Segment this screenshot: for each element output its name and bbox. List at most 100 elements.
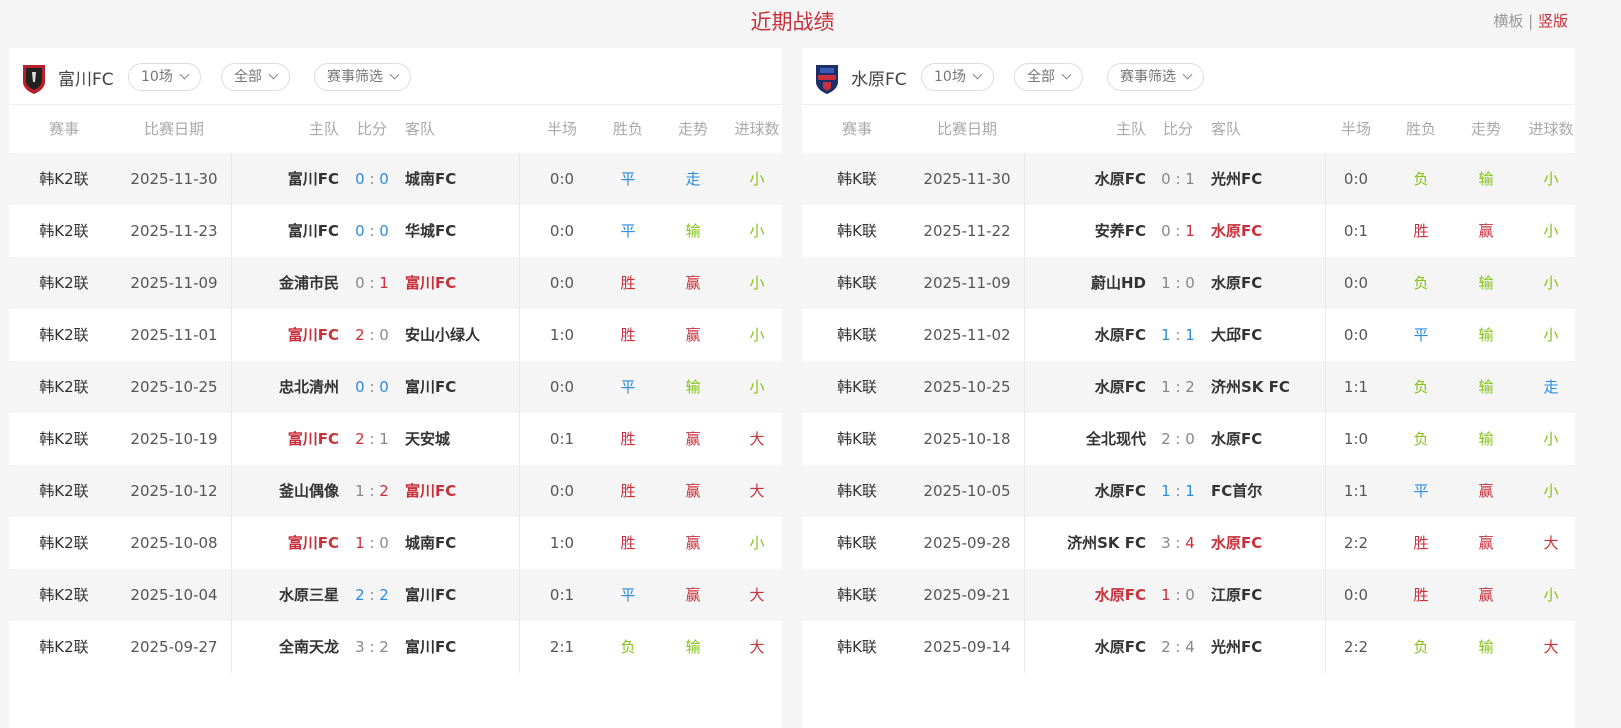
away-team[interactable]: 天安城: [405, 430, 451, 448]
away-team[interactable]: 水原FC: [1211, 430, 1263, 448]
table-row[interactable]: 韩K联 2025-09-21 水原FC 1 : 0 江原FC 0:0 胜 赢 小: [802, 569, 1575, 621]
table-row[interactable]: 韩K2联 2025-10-12 釜山偶像 1 : 2 富川FC 0:0 胜 赢 …: [9, 465, 782, 517]
match-count-dropdown[interactable]: 10场: [128, 63, 201, 91]
score: 2 : 0: [355, 326, 389, 344]
table-row[interactable]: 韩K2联 2025-10-08 富川FC 1 : 0 城南FC 1:0 胜 赢 …: [9, 517, 782, 569]
home-team[interactable]: 水原FC: [1094, 326, 1146, 344]
table-row[interactable]: 韩K联 2025-11-30 水原FC 0 : 1 光州FC 0:0 负 输 小: [802, 153, 1575, 205]
away-team[interactable]: 富川FC: [405, 378, 457, 396]
away-score: 4: [1185, 534, 1195, 552]
away-team[interactable]: 富川FC: [405, 482, 457, 500]
home-team[interactable]: 忠北清州: [278, 378, 339, 396]
home-team[interactable]: 釜山偶像: [278, 482, 339, 500]
trend: 赢: [685, 482, 701, 500]
table-row[interactable]: 韩K2联 2025-11-30 富川FC 0 : 0 城南FC 0:0 平 走 …: [9, 153, 782, 205]
table-row[interactable]: 韩K联 2025-11-02 水原FC 1 : 1 大邱FC 0:0 平 输 小: [802, 309, 1575, 361]
home-team[interactable]: 富川FC: [287, 430, 339, 448]
col-date: 比赛日期: [936, 120, 998, 138]
table-row[interactable]: 韩K2联 2025-09-27 全南天龙 3 : 2 富川FC 2:1 负 输 …: [9, 621, 782, 673]
away-team[interactable]: 光州FC: [1211, 170, 1263, 188]
col-halftime: 半场: [546, 120, 578, 138]
away-team[interactable]: 安山小绿人: [405, 326, 481, 344]
home-team[interactable]: 水原FC: [1094, 378, 1146, 396]
home-team[interactable]: 济州SK FC: [1067, 534, 1146, 552]
away-team[interactable]: FC首尔: [1211, 482, 1263, 500]
trend: 赢: [1478, 482, 1494, 500]
away-team[interactable]: 富川FC: [405, 586, 457, 604]
divider: [1024, 465, 1025, 517]
layout-vertical-link[interactable]: 竖版: [1537, 12, 1568, 30]
trend: 赢: [685, 534, 701, 552]
home-team[interactable]: 水原FC: [1094, 638, 1146, 656]
away-score: 1: [379, 274, 389, 292]
table-row[interactable]: 韩K联 2025-10-18 全北现代 2 : 0 水原FC 1:0 负 输 小: [802, 413, 1575, 465]
table-row[interactable]: 韩K联 2025-10-25 水原FC 1 : 2 济州SK FC 1:1 负 …: [802, 361, 1575, 413]
match-count-dropdown[interactable]: 10场: [921, 63, 994, 91]
away-team[interactable]: 江原FC: [1211, 586, 1263, 604]
table-row[interactable]: 韩K2联 2025-11-09 金浦市民 0 : 1 富川FC 0:0 胜 赢 …: [9, 257, 782, 309]
home-team[interactable]: 水原FC: [1094, 586, 1146, 604]
trend: 输: [685, 222, 701, 240]
venue-dropdown[interactable]: 全部: [221, 63, 290, 91]
home-score: 2: [355, 586, 365, 604]
col-home: 主队: [1115, 120, 1146, 138]
competition-filter-dropdown[interactable]: 赛事筛选: [314, 63, 411, 91]
competition: 韩K联: [837, 482, 877, 500]
table-row[interactable]: 韩K联 2025-09-28 济州SK FC 3 : 4 水原FC 2:2 胜 …: [802, 517, 1575, 569]
away-team[interactable]: 富川FC: [405, 274, 457, 292]
layout-horizontal-link[interactable]: 横板: [1493, 12, 1524, 30]
home-team[interactable]: 水原FC: [1094, 170, 1146, 188]
away-team[interactable]: 城南FC: [405, 534, 457, 552]
score: 0 : 1: [355, 274, 389, 292]
home-team[interactable]: 水原FC: [1094, 482, 1146, 500]
competition-filter-dropdown[interactable]: 赛事筛选: [1107, 63, 1204, 91]
competition: 韩K2联: [39, 222, 89, 240]
away-team[interactable]: 富川FC: [405, 638, 457, 656]
home-team[interactable]: 富川FC: [287, 326, 339, 344]
match-date: 2025-11-30: [130, 170, 218, 188]
away-team[interactable]: 大邱FC: [1211, 326, 1263, 344]
away-score: 2: [379, 586, 389, 604]
home-team[interactable]: 安养FC: [1094, 222, 1146, 240]
halftime-score: 0:1: [549, 586, 575, 604]
goals-over-under: 大: [1543, 534, 1559, 552]
table-row[interactable]: 韩K2联 2025-11-01 富川FC 2 : 0 安山小绿人 1:0 胜 赢…: [9, 309, 782, 361]
dropdown-label: 10场: [141, 69, 173, 85]
home-team[interactable]: 蔚山HD: [1090, 274, 1146, 292]
match-date: 2025-10-18: [923, 430, 1011, 448]
away-team[interactable]: 水原FC: [1211, 222, 1263, 240]
home-team[interactable]: 富川FC: [287, 170, 339, 188]
divider: [231, 621, 232, 673]
score: 1 : 0: [1161, 586, 1195, 604]
table-row[interactable]: 韩K联 2025-11-09 蔚山HD 1 : 0 水原FC 0:0 负 输 小: [802, 257, 1575, 309]
match-date: 2025-11-01: [130, 326, 218, 344]
table-row[interactable]: 韩K2联 2025-10-04 水原三星 2 : 2 富川FC 0:1 平 赢 …: [9, 569, 782, 621]
home-team[interactable]: 水原三星: [278, 586, 339, 604]
result: 胜: [1413, 586, 1429, 604]
table-row[interactable]: 韩K联 2025-09-14 水原FC 2 : 4 光州FC 2:2 负 输 大: [802, 621, 1575, 673]
away-team[interactable]: 城南FC: [405, 170, 457, 188]
divider: [519, 621, 520, 673]
table-row[interactable]: 韩K2联 2025-10-19 富川FC 2 : 1 天安城 0:1 胜 赢 大: [9, 413, 782, 465]
home-team[interactable]: 全北现代: [1085, 430, 1146, 448]
score: 1 : 2: [1161, 378, 1195, 396]
divider: [519, 309, 520, 361]
away-team[interactable]: 济州SK FC: [1211, 378, 1290, 396]
table-row[interactable]: 韩K联 2025-11-22 安养FC 0 : 1 水原FC 0:1 胜 赢 小: [802, 205, 1575, 257]
away-team[interactable]: 水原FC: [1211, 534, 1263, 552]
home-team[interactable]: 全南天龙: [278, 638, 339, 656]
away-team[interactable]: 光州FC: [1211, 638, 1263, 656]
home-team[interactable]: 金浦市民: [278, 274, 339, 292]
divider: [231, 205, 232, 257]
away-team[interactable]: 水原FC: [1211, 274, 1263, 292]
venue-dropdown[interactable]: 全部: [1014, 63, 1083, 91]
table-row[interactable]: 韩K2联 2025-11-23 富川FC 0 : 0 华城FC 0:0 平 输 …: [9, 205, 782, 257]
away-team[interactable]: 华城FC: [405, 222, 457, 240]
match-date: 2025-11-22: [923, 222, 1011, 240]
home-team[interactable]: 富川FC: [287, 534, 339, 552]
table-row[interactable]: 韩K联 2025-10-05 水原FC 1 : 1 FC首尔 1:1 平 赢 小: [802, 465, 1575, 517]
table-row[interactable]: 韩K2联 2025-10-25 忠北清州 0 : 0 富川FC 0:0 平 输 …: [9, 361, 782, 413]
divider: [519, 153, 520, 205]
away-score: 0: [379, 222, 389, 240]
home-team[interactable]: 富川FC: [287, 222, 339, 240]
